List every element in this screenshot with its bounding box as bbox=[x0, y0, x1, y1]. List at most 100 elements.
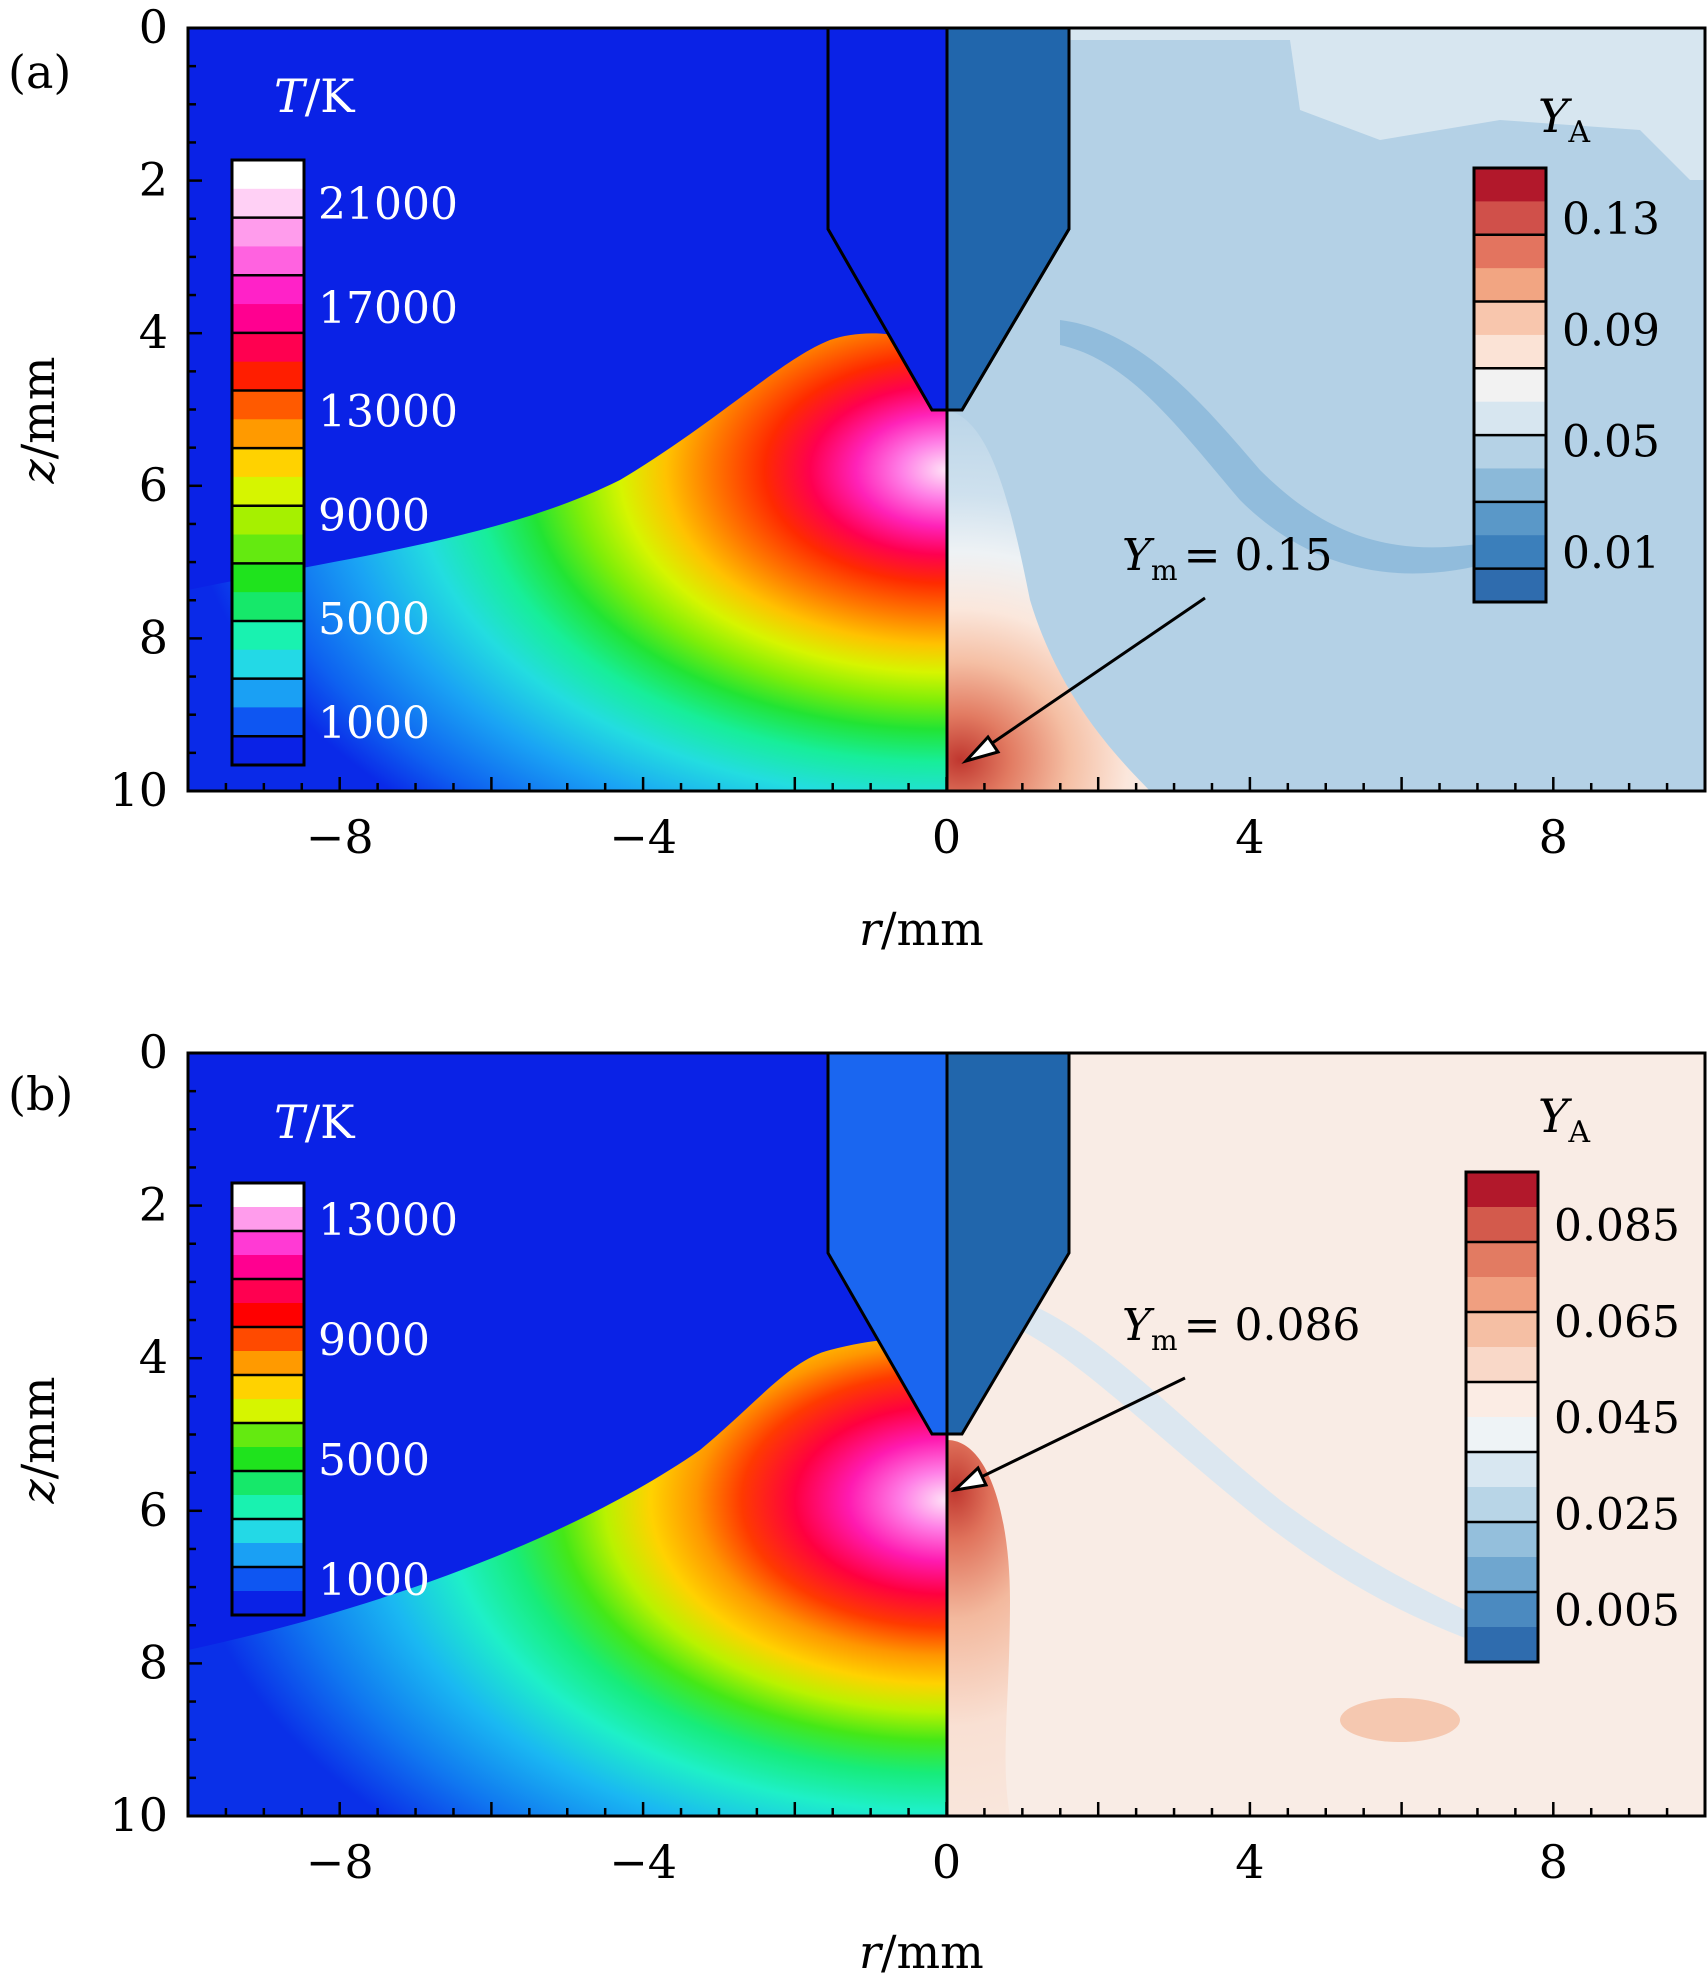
temperature-colorbar-a-swatch bbox=[232, 188, 304, 219]
annotation-arrow-line-b bbox=[974, 1376, 1186, 1482]
temperature-colorbar-b-swatch bbox=[232, 1543, 304, 1568]
species-colorbar-b-swatch bbox=[1466, 1487, 1538, 1523]
x-tick-label: 0 bbox=[932, 810, 961, 864]
species-colorbar-b-swatch bbox=[1466, 1557, 1538, 1593]
species-colorbar-b-swatch bbox=[1466, 1347, 1538, 1383]
species-colorbar-a-swatch bbox=[1474, 368, 1546, 403]
ticks-a: −8 −4 0 4 8 0 2 4 6 8 10 bbox=[109, 0, 1707, 864]
temperature-colorbar-a-swatch bbox=[232, 160, 304, 190]
temperature-colorbar-b: 13000 9000 5000 1000 bbox=[230, 1181, 458, 1617]
temperature-colorbar-a-swatch bbox=[232, 563, 304, 593]
temperature-colorbar-b-label: 13000 bbox=[318, 1195, 458, 1246]
y-tick-label: 2 bbox=[139, 153, 168, 207]
annotation-arrow-head-a bbox=[961, 734, 1001, 764]
species-background-a bbox=[947, 28, 1705, 791]
temperature-colorbar-a-swatch bbox=[232, 361, 304, 391]
temperature-colorbar-b-label: 5000 bbox=[318, 1435, 430, 1486]
species-colorbar-b-label: 0.045 bbox=[1554, 1393, 1680, 1444]
x-tick-label: −8 bbox=[306, 1835, 374, 1889]
species-colorbar-a-label: 0.09 bbox=[1562, 305, 1660, 356]
temperature-colorbar-b-swatch bbox=[232, 1231, 304, 1256]
temperature-colorbar-a-label: 13000 bbox=[318, 387, 458, 438]
temperature-colorbar-a-swatch bbox=[232, 505, 304, 536]
temperature-colorbar-a-swatch bbox=[232, 275, 304, 305]
colorbar-title-t-b: T/K bbox=[274, 1095, 356, 1149]
temperature-colorbar-b-swatch bbox=[232, 1327, 304, 1352]
species-colorbar-b-swatch bbox=[1466, 1452, 1538, 1488]
species-colorbar-a-swatch bbox=[1474, 168, 1546, 202]
temperature-colorbar-a-swatch bbox=[232, 390, 304, 420]
temperature-colorbar-a-swatch bbox=[232, 707, 304, 737]
electrode-left-half-a bbox=[828, 28, 947, 410]
x-tick-label: 8 bbox=[1539, 810, 1568, 864]
species-blob-b bbox=[1340, 1698, 1460, 1742]
species-colorbar-b-label: 0.085 bbox=[1554, 1201, 1680, 1252]
species-colorbar-b-frame bbox=[1464, 1170, 1540, 1664]
x-tick-label: −8 bbox=[306, 810, 374, 864]
temperature-colorbar-a-swatch bbox=[232, 332, 304, 363]
temperature-colorbar-a-swatch bbox=[232, 246, 304, 276]
temperature-colorbar-b-swatch bbox=[232, 1375, 304, 1400]
temperature-colorbar-a-swatch bbox=[232, 736, 304, 766]
species-colorbar-b-swatch bbox=[1466, 1627, 1538, 1663]
temperature-colorbar-a-swatch bbox=[232, 678, 304, 708]
temperature-colorbar-b-swatch bbox=[232, 1567, 304, 1592]
temperature-colorbar-b-swatch bbox=[232, 1423, 304, 1448]
temperature-colorbar-b-swatch bbox=[232, 1495, 304, 1520]
plot-area-a bbox=[188, 28, 1705, 791]
species-core-a bbox=[947, 410, 1150, 791]
species-colorbar-b-label: 0.065 bbox=[1554, 1297, 1680, 1348]
temperature-colorbar-a-label: 17000 bbox=[318, 283, 458, 334]
species-colorbar-b-swatch bbox=[1466, 1417, 1538, 1453]
species-colorbar-b-swatch bbox=[1466, 1277, 1538, 1313]
temperature-colorbar-a-swatch bbox=[232, 649, 304, 680]
y-tick-label: 0 bbox=[139, 1025, 168, 1079]
temperature-colorbar-b-swatch bbox=[232, 1207, 304, 1232]
temperature-colorbar-b-swatch bbox=[232, 1399, 304, 1424]
temperature-colorbar-a-swatch bbox=[232, 448, 304, 478]
species-blue-band-b bbox=[1020, 1300, 1530, 1660]
x-tick-label: 4 bbox=[1235, 810, 1264, 864]
species-colorbar-a-swatch bbox=[1474, 435, 1546, 469]
y-tick-label: 4 bbox=[139, 1330, 168, 1384]
species-colorbar-a-swatch bbox=[1474, 468, 1546, 503]
x-tick-label: 8 bbox=[1539, 1835, 1568, 1889]
y-tick-label: 0 bbox=[139, 0, 168, 54]
y-tick-label: 8 bbox=[139, 1635, 168, 1689]
temperature-colorbar-a-swatch bbox=[232, 592, 304, 622]
species-colorbar-a-swatch bbox=[1474, 201, 1546, 236]
species-colorbar-a-label: 0.05 bbox=[1562, 417, 1660, 468]
temperature-colorbar-a-swatch bbox=[232, 534, 304, 564]
x-tick-label: −4 bbox=[609, 1835, 677, 1889]
colorbar-title-ya-a: YA bbox=[1538, 89, 1590, 150]
species-colorbar-b-swatch bbox=[1466, 1242, 1538, 1278]
temperature-colorbar-a: 21000 17000 13000 9000 5000 1000 bbox=[230, 158, 458, 767]
x-axis-title-b: r/mm bbox=[859, 1925, 984, 1979]
temperature-colorbar-b-swatch bbox=[232, 1255, 304, 1280]
species-dark-band-a bbox=[1060, 320, 1500, 574]
colorbar-title-t-a: T/K bbox=[274, 69, 356, 123]
temperature-colorbar-a-frame bbox=[230, 158, 306, 767]
species-colorbar-b-swatch bbox=[1466, 1522, 1538, 1558]
temperature-colorbar-b-label: 9000 bbox=[318, 1315, 430, 1366]
species-colorbar-a: 0.13 0.09 0.05 0.01 bbox=[1472, 166, 1660, 604]
species-colorbar-a-swatch bbox=[1474, 334, 1546, 369]
panel-label-b: (b) bbox=[8, 1067, 73, 1121]
temperature-colorbar-b-swatch bbox=[232, 1471, 304, 1496]
species-colorbar-b-swatch bbox=[1466, 1312, 1538, 1348]
annotation-arrow-line-a bbox=[984, 596, 1206, 750]
species-colorbar-a-swatch bbox=[1474, 568, 1546, 603]
species-colorbar-a-swatch bbox=[1474, 401, 1546, 436]
species-background-b bbox=[947, 1053, 1705, 1816]
temperature-colorbar-b-label: 1000 bbox=[318, 1555, 430, 1606]
species-upper-region-a bbox=[1069, 28, 1705, 180]
species-colorbar-b-swatch bbox=[1466, 1172, 1538, 1208]
temperature-colorbar-b-swatch bbox=[232, 1183, 304, 1208]
annotation-arrow-head-b bbox=[950, 1465, 989, 1493]
colorbar-title-ya-b: YA bbox=[1538, 1089, 1590, 1150]
x-tick-label: 0 bbox=[932, 1835, 961, 1889]
species-colorbar-b: 0.085 0.065 0.045 0.025 0.005 bbox=[1464, 1170, 1680, 1664]
temperature-colorbar-b-swatch bbox=[232, 1279, 304, 1304]
x-tick-label: 4 bbox=[1235, 1835, 1264, 1889]
